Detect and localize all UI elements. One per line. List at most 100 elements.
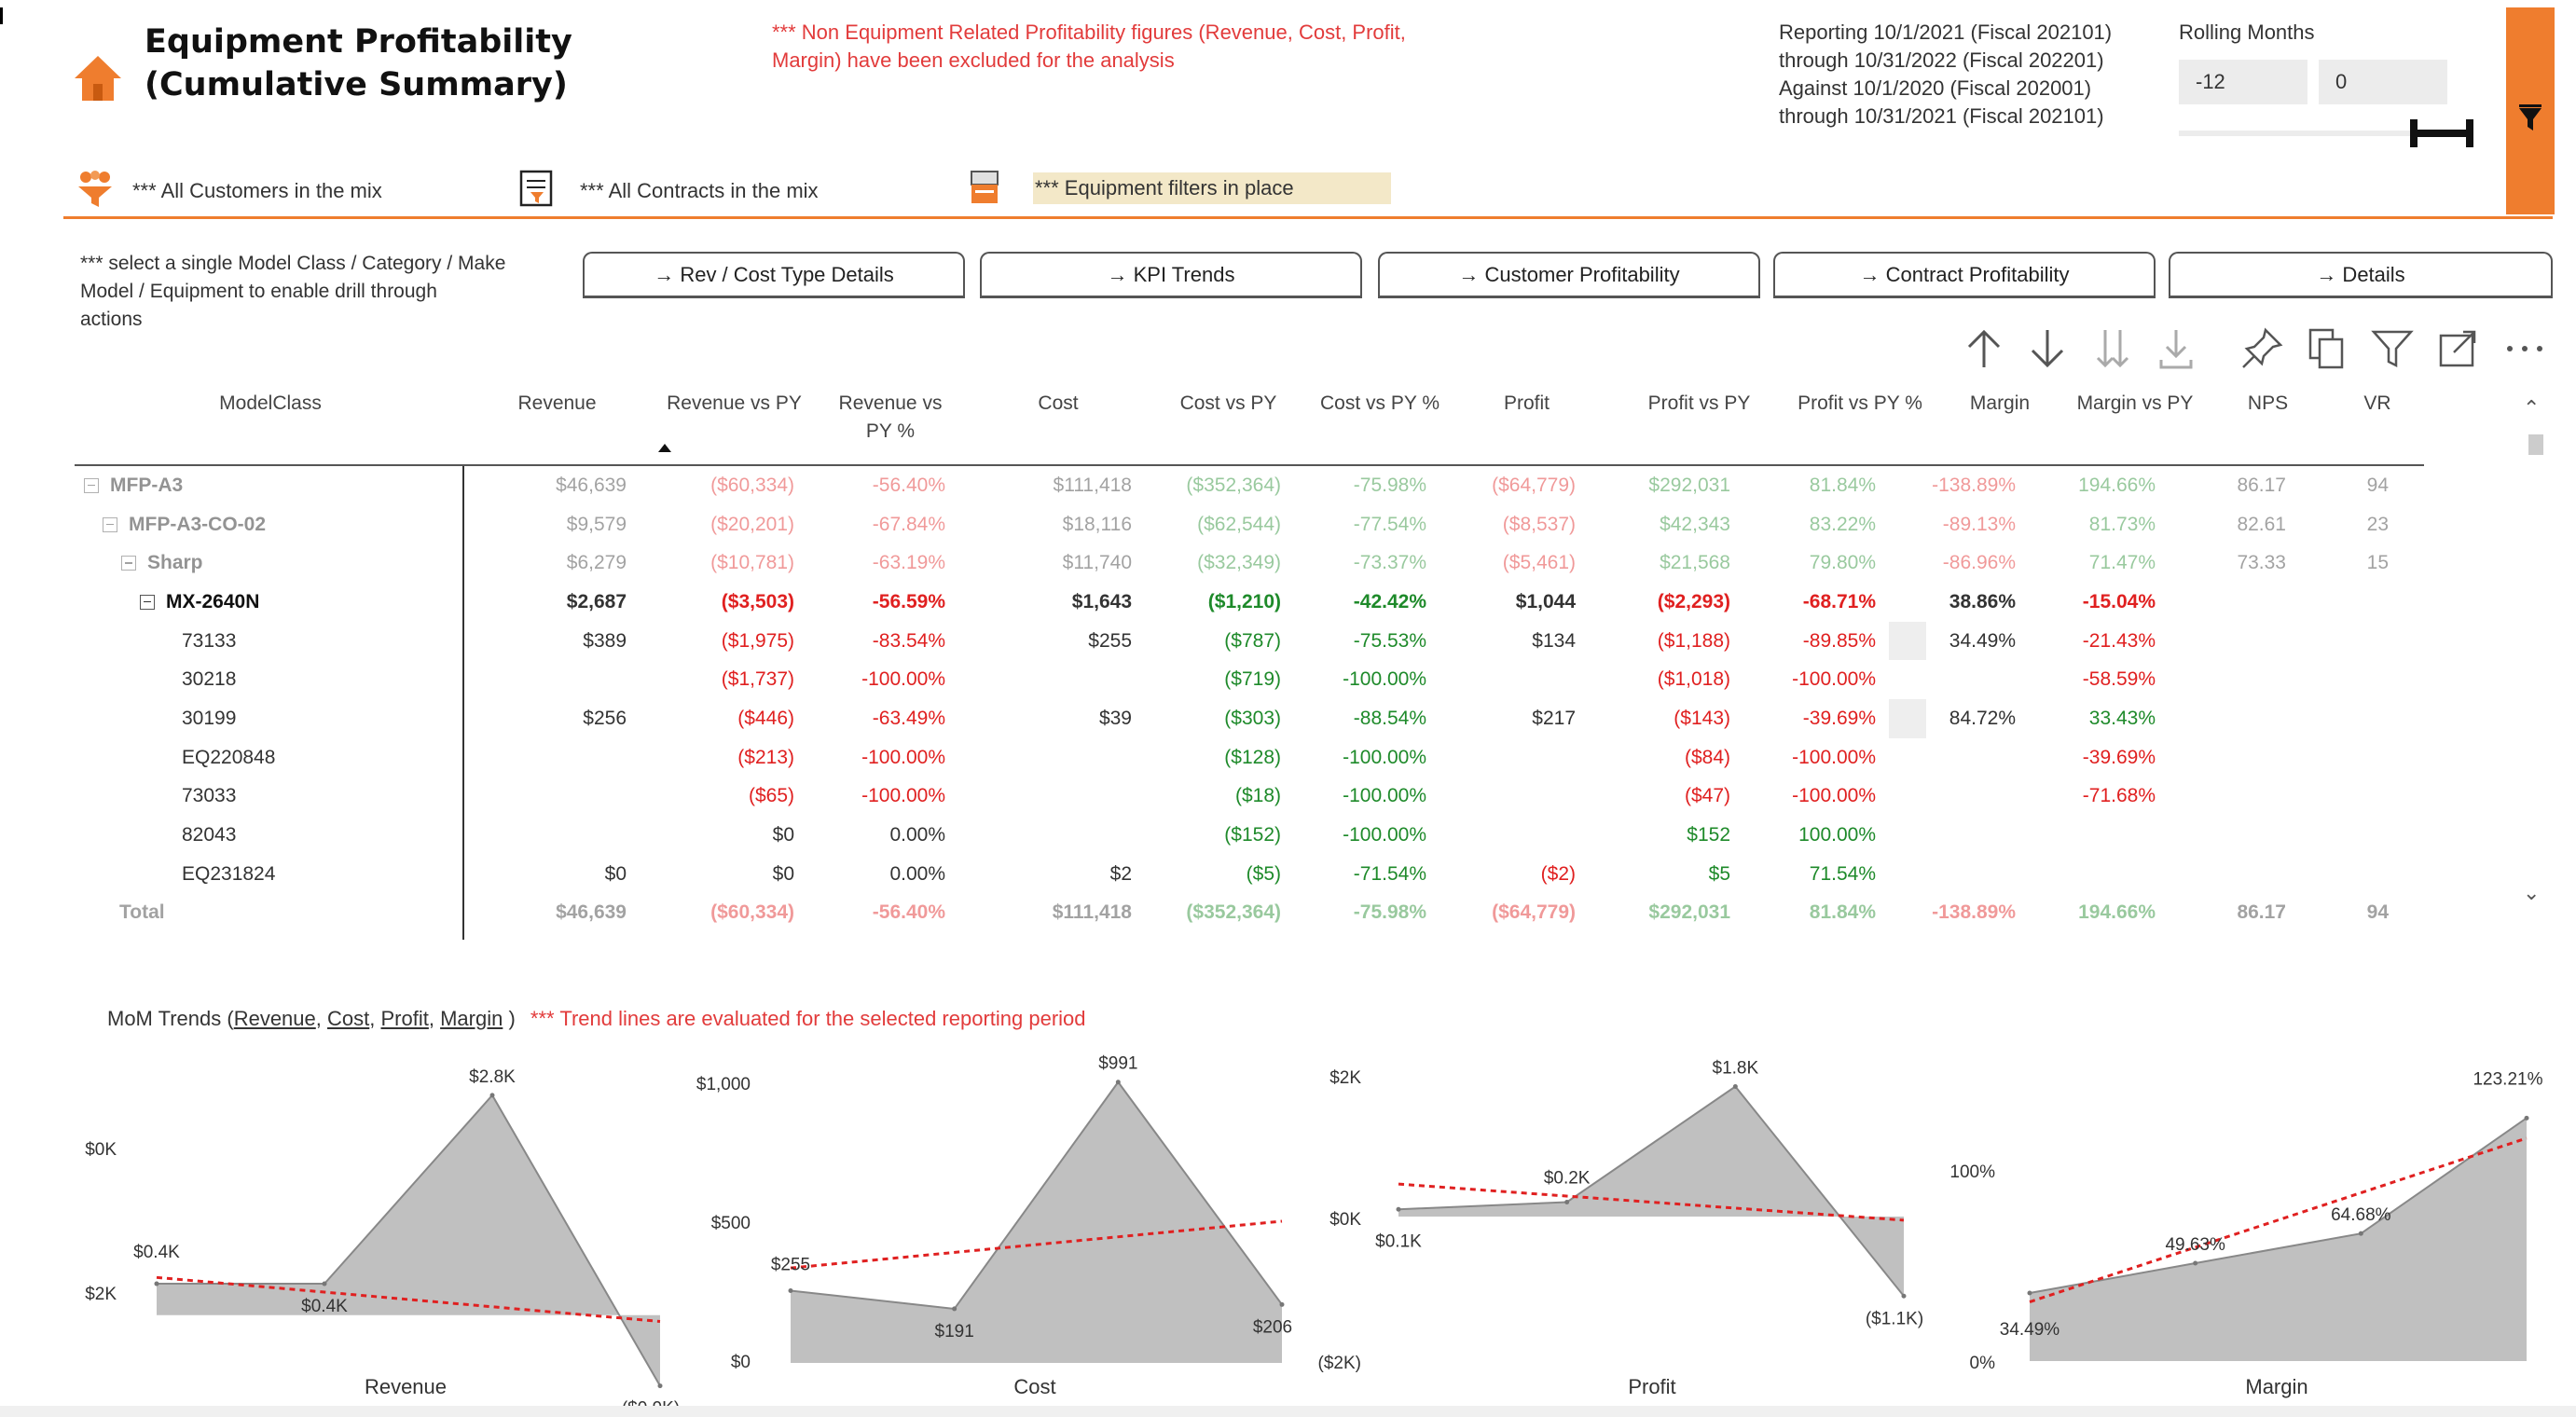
data-label: $0.4K [133, 1243, 180, 1262]
mom-link-cost[interactable]: Cost [327, 1007, 370, 1030]
data-point [2358, 1231, 2363, 1236]
col-header-cost-vs-py[interactable]: Cost vs PY [1179, 392, 1277, 414]
table-cell [1440, 660, 1589, 699]
data-point [1115, 1080, 1121, 1085]
table-cell: 0.00% [889, 862, 945, 885]
col-header-cost-vs-py-pct[interactable]: Cost vs PY % [1320, 392, 1440, 414]
table-cell: -86.96% [1942, 552, 2016, 574]
table-row[interactable]: 73133 $389 ($1,975) -83.54% $255 ($787) -75.53… [75, 621, 2402, 661]
corner-marker [0, 7, 3, 24]
next-level-icon[interactable] [2090, 326, 2135, 371]
copy-visual-icon[interactable] [2305, 326, 2349, 371]
data-label: 49.63% [2165, 1235, 2225, 1255]
table-row[interactable]: Sharp $6,279 ($10,781) -63.19% $11,740 ($32,3… [75, 543, 2402, 583]
table-scrollbar[interactable] [2528, 434, 2543, 455]
table-row[interactable]: 30218 ($1,737) -100.00% ($719) -100.00% ($1,0… [75, 660, 2402, 699]
x-axis-caption: Revenue [365, 1375, 447, 1398]
scroll-down-icon[interactable]: ⌄ [2523, 881, 2541, 904]
table-cell: $6,279 [566, 552, 627, 574]
col-header-revenue-vs-py[interactable]: Revenue vs PY [667, 392, 802, 414]
collapse-icon[interactable] [84, 477, 99, 493]
collapse-icon[interactable] [121, 556, 136, 571]
filter-visual-icon[interactable] [2370, 326, 2415, 371]
table-row[interactable]: MX-2640N $2,687 ($3,503) -56.59% $1,643 ($1,2… [75, 583, 2402, 622]
rolling-months-label: Rolling Months [2179, 21, 2315, 44]
table-cell [958, 777, 1145, 817]
more-options-icon[interactable] [2502, 326, 2547, 371]
pin-icon[interactable] [2239, 326, 2284, 371]
table-cell [2029, 855, 2169, 894]
table-cell [2299, 816, 2402, 855]
col-header-vr[interactable]: VR [2363, 392, 2391, 414]
table-row[interactable]: 73033 ($65) -100.00% ($18) -100.00% ($47) -100… [75, 777, 2402, 817]
col-header-nps[interactable]: NPS [2247, 392, 2289, 414]
table-cell: ($303) [1224, 707, 1281, 729]
col-header-margin-vs-py[interactable]: Margin vs PY [2076, 392, 2194, 414]
table-cell: 81.73% [2088, 513, 2156, 535]
y-tick-label: $0 [731, 1353, 751, 1372]
scroll-up-icon[interactable]: ⌃ [2523, 396, 2541, 420]
data-label: $0.4K [301, 1297, 348, 1316]
table-row[interactable]: EQ220848 ($213) -100.00% ($128) -100.00% ($84… [75, 738, 2402, 777]
mom-trends-title: MoM Trends (Revenue, Cost, Profit, Margi… [107, 1007, 1086, 1030]
table-cell: ($787) [1224, 629, 1281, 652]
table-row[interactable]: MFP-A3 $46,639 ($60,334) -56.40% $111,418 ($3… [75, 466, 2402, 505]
table-cell: -68.71% [1802, 590, 1876, 612]
table-row[interactable]: EQ231824 $0 $0 0.00% $2 ($5) -71.54% ($2) $5 71.5… [75, 855, 2402, 894]
drill-up-icon[interactable] [1962, 326, 2006, 371]
linear-trendline [790, 1219, 1283, 1270]
trend-line [2029, 1117, 2528, 1295]
col-header-margin[interactable]: Margin [1969, 392, 2031, 414]
table-cell: ($84) [1684, 746, 1730, 768]
rolling-months-from[interactable]: -12 [2179, 60, 2307, 104]
table-row[interactable]: 82043 $0 0.00% ($152) -100.00% $152 100.00% [75, 816, 2402, 855]
nav-rev-cost-type-details[interactable]: → Rev / Cost Type Details [583, 252, 965, 298]
table-cell: -89.13% [1942, 513, 2016, 535]
linear-trendline [2029, 1136, 2528, 1303]
slider-handle-icon[interactable] [2408, 117, 2475, 149]
data-point [1279, 1301, 1285, 1307]
drill-down-icon[interactable] [2025, 326, 2070, 371]
home-icon[interactable] [73, 54, 123, 103]
data-label: $0.1K [1375, 1231, 1422, 1251]
col-header-revenue[interactable]: Revenue [517, 392, 597, 414]
collapse-icon[interactable] [103, 516, 117, 532]
nav-customer-profitability[interactable]: → Customer Profitability [1378, 252, 1760, 298]
col-header-modelclass[interactable]: ModelClass [219, 392, 322, 414]
table-cell: ($18) [1234, 785, 1281, 807]
total-cell: ($60,334) [710, 901, 794, 924]
nav-kpi-trends[interactable]: → KPI Trends [980, 252, 1362, 298]
collapse-icon[interactable] [140, 594, 155, 610]
table-cell: -100.00% [1343, 668, 1426, 691]
col-header-profit-vs-py[interactable]: Profit vs PY [1647, 392, 1751, 414]
table-cell: 84.72% [1889, 699, 2029, 738]
table-cell [2169, 738, 2299, 777]
table-cell: 194.66% [2078, 474, 2156, 496]
nav-contract-profitability[interactable]: → Contract Profitability [1773, 252, 2156, 298]
table-cell: 0.00% [889, 824, 945, 846]
mom-link-profit[interactable]: Profit [380, 1007, 429, 1030]
rolling-slider-track[interactable] [2179, 131, 2449, 136]
table-row[interactable]: MFP-A3-CO-02 $9,579 ($20,201) -67.84% $18,11… [75, 505, 2402, 544]
filter-pane-toggle[interactable] [2506, 7, 2555, 214]
table-cell [958, 816, 1145, 855]
table-cell: -67.84% [872, 513, 945, 535]
mom-link-revenue[interactable]: Revenue [233, 1007, 316, 1030]
col-header-profit-vs-py-pct[interactable]: Profit vs PY % [1798, 392, 1922, 414]
nav-details[interactable]: → Details [2169, 252, 2553, 298]
rolling-months-to[interactable]: 0 [2319, 60, 2447, 104]
data-point [1396, 1206, 1401, 1212]
table-cell: $0 [772, 824, 794, 846]
col-header-profit[interactable]: Profit [1503, 392, 1550, 414]
focus-mode-icon[interactable] [2435, 326, 2480, 371]
row-label: 73033 [182, 785, 237, 807]
col-header-revenue-vs-py-pct[interactable]: Revenue vs PY % [838, 392, 943, 442]
col-header-cost[interactable]: Cost [1038, 392, 1079, 414]
table-row[interactable]: 30199 $256 ($446) -63.49% $39 ($303) -88.54% $2… [75, 699, 2402, 738]
table-cell: -100.00% [1343, 785, 1426, 807]
customers-filter-icon [75, 168, 116, 209]
expand-hierarchy-icon[interactable] [2154, 326, 2198, 371]
table-cell: -71.68% [2082, 785, 2156, 807]
mom-link-margin[interactable]: Margin [440, 1007, 503, 1030]
table-cell: $5 [1708, 862, 1730, 885]
